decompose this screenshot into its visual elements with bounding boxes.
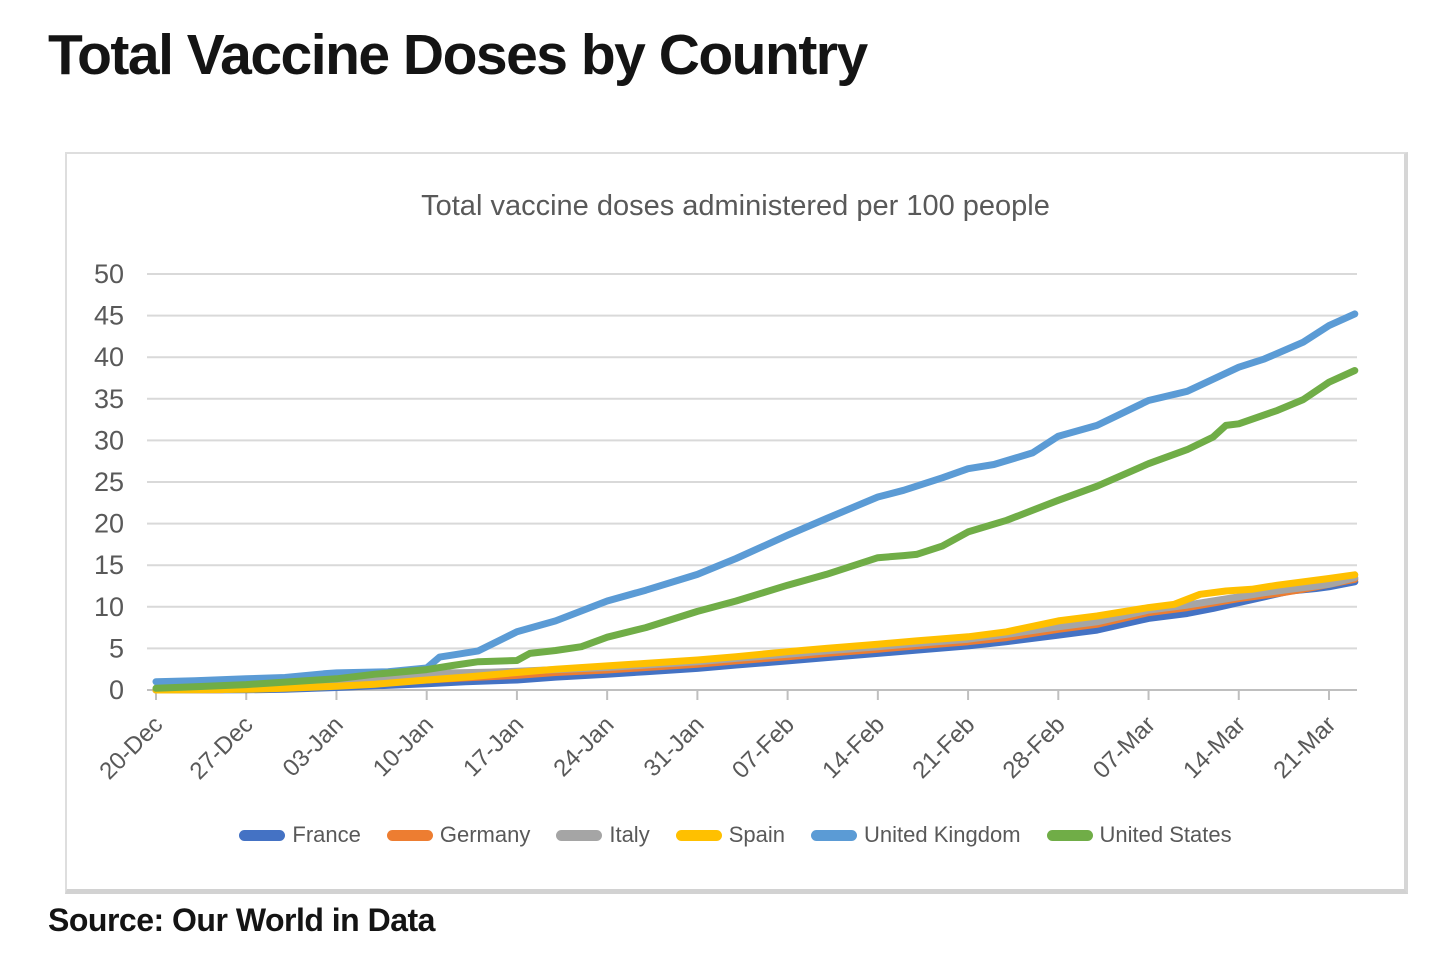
x-axis-label: 21-Feb [907, 711, 980, 784]
x-axis-label: 24-Jan [548, 711, 619, 782]
series-line-spain [152, 571, 1359, 694]
legend-item-france: France [239, 822, 361, 848]
y-axis-label: 20 [94, 509, 124, 539]
y-axis-label: 15 [94, 550, 124, 580]
x-axis-label: 27-Dec [185, 711, 259, 785]
legend-swatch-germany [386, 829, 433, 841]
legend-swatch-united-states [1046, 829, 1093, 841]
x-axis-label: 14-Feb [817, 711, 890, 784]
y-axis-label: 25 [94, 467, 124, 497]
series-line-united-states [152, 367, 1359, 692]
y-axis-label: 50 [94, 259, 124, 289]
y-axis-label: 35 [94, 384, 124, 414]
legend-label-italy: Italy [609, 822, 650, 847]
legend-swatch-france [239, 829, 286, 841]
legend-item-spain: Spain [675, 822, 785, 848]
chart-card: 0 5 10 15 20 25 30 35 40 45 50 20-Dec 27-Dec 03-Jan 10… [65, 152, 1408, 894]
source-note: Source: Our World in Data [48, 902, 435, 938]
legend-item-germany: Germany [386, 822, 531, 848]
x-axis-label: 20-Dec [94, 711, 168, 785]
x-axis-label: 31-Jan [639, 711, 710, 782]
y-axis-label: 45 [94, 301, 124, 331]
legend-item-united-states: United States [1046, 822, 1232, 848]
x-axis-label: 21-Mar [1268, 711, 1341, 784]
legend-item-italy: Italy [556, 822, 650, 848]
legend-label-united-kingdom: United Kingdom [863, 822, 1021, 847]
y-axis-label: 10 [94, 592, 124, 622]
legend: France Germany Italy Spain United Kingdom Uni… [67, 822, 1404, 848]
y-axis-label: 30 [94, 425, 124, 455]
legend-label-germany: Germany [439, 822, 531, 847]
chart-subtitle: Total vaccine doses administered per 100… [421, 190, 1050, 222]
page-title: Total Vaccine Doses by Country [48, 23, 868, 87]
y-axis-label: 40 [94, 342, 124, 372]
x-axis-label: 03-Jan [278, 711, 349, 782]
line-chart: 0 5 10 15 20 25 30 35 40 45 50 20-Dec 27-Dec 03-Jan 10… [94, 259, 1359, 785]
y-axis-label: 5 [109, 633, 124, 663]
x-axis-label: 07-Feb [727, 711, 800, 784]
legend-item-united-kingdom: United Kingdom [810, 822, 1021, 848]
y-axis-label: 0 [109, 675, 124, 705]
legend-swatch-italy [556, 829, 603, 841]
x-axis-label: 28-Feb [998, 711, 1071, 784]
legend-label-france: France [292, 822, 361, 847]
legend-label-spain: Spain [728, 822, 785, 847]
x-axis-label: 10-Jan [368, 711, 439, 782]
series-line-united-kingdom [152, 310, 1359, 686]
x-axis-label: 07-Mar [1088, 711, 1161, 784]
legend-swatch-spain [675, 829, 722, 841]
x-axis-label: 17-Jan [458, 711, 529, 782]
legend-label-united-states: United States [1099, 822, 1232, 847]
legend-swatch-united-kingdom [810, 829, 857, 841]
x-axis-label: 14-Mar [1178, 711, 1251, 784]
